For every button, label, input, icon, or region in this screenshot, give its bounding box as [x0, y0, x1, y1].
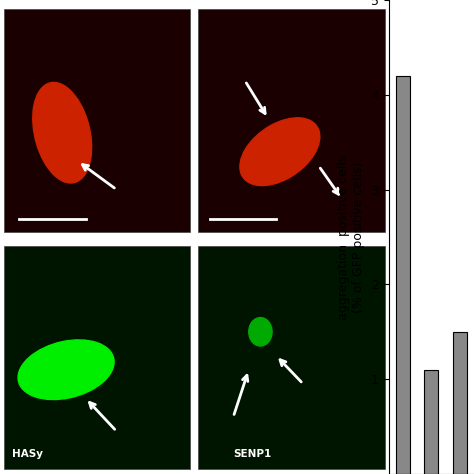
Bar: [4, 9, 191, 232]
Text: SENP1: SENP1: [233, 449, 272, 459]
Bar: [198, 9, 385, 232]
Y-axis label: aggregation  positive cells
(% of GFP positive cells): aggregation positive cells (% of GFP pos…: [337, 155, 365, 319]
Bar: [198, 246, 385, 469]
Bar: [424, 370, 438, 474]
Bar: [4, 246, 191, 469]
Bar: [453, 332, 467, 474]
Text: HASy: HASy: [12, 449, 43, 459]
Circle shape: [249, 318, 272, 346]
Ellipse shape: [33, 82, 91, 183]
Ellipse shape: [18, 340, 114, 400]
Ellipse shape: [240, 118, 320, 186]
Bar: [396, 76, 410, 474]
